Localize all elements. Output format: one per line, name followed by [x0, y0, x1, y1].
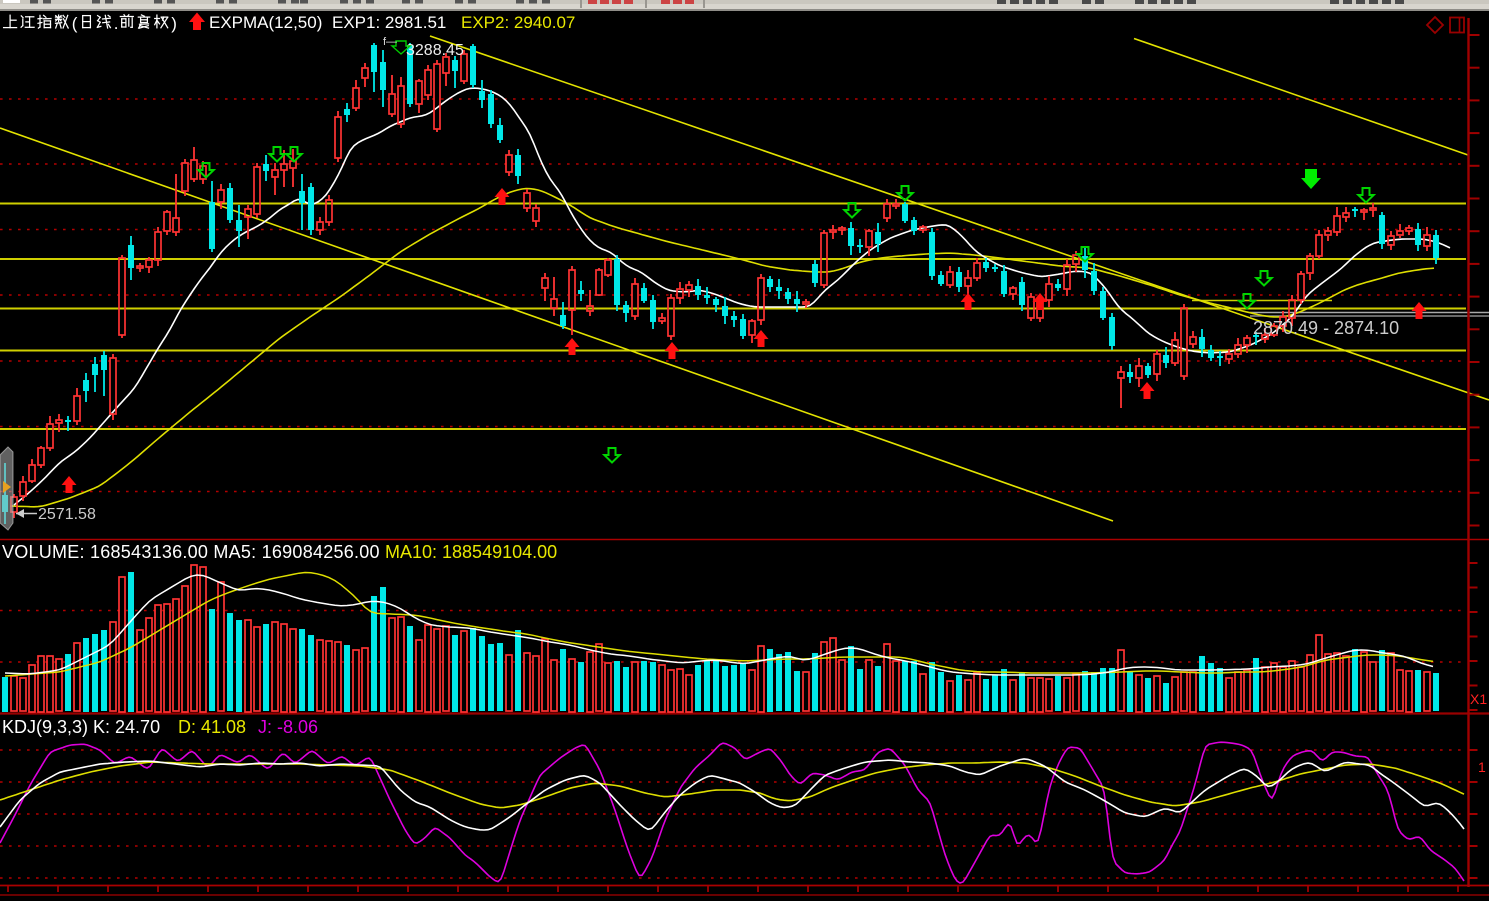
svg-text:EXPMA(12,50): EXPMA(12,50) [209, 13, 322, 32]
svg-text:2571.58: 2571.58 [38, 506, 96, 523]
svg-text:VOLUME: 168543136.00 MA5: 169: VOLUME: 168543136.00 MA5: 169084256.00 [2, 542, 380, 562]
svg-text:MA10: 188549104.00: MA10: 188549104.00 [385, 542, 557, 562]
svg-text:3288.45: 3288.45 [406, 42, 464, 59]
svg-text:EXP2: 2940.07: EXP2: 2940.07 [461, 13, 575, 32]
svg-text:f—: f— [383, 36, 397, 48]
svg-text:2870.49 - 2874.10: 2870.49 - 2874.10 [1253, 318, 1399, 338]
svg-text:): ) [171, 14, 177, 33]
svg-text:(: ( [72, 14, 78, 33]
svg-text:EXP1: 2981.51: EXP1: 2981.51 [332, 13, 446, 32]
svg-text:D: 41.08: D: 41.08 [178, 717, 246, 737]
svg-text:X1: X1 [1470, 691, 1487, 707]
svg-text:KDJ(9,3,3) K: 24.70: KDJ(9,3,3) K: 24.70 [2, 717, 160, 737]
svg-text:J: -8.06: J: -8.06 [258, 717, 318, 737]
svg-text:.: . [114, 14, 119, 33]
svg-text:1: 1 [1478, 759, 1486, 775]
